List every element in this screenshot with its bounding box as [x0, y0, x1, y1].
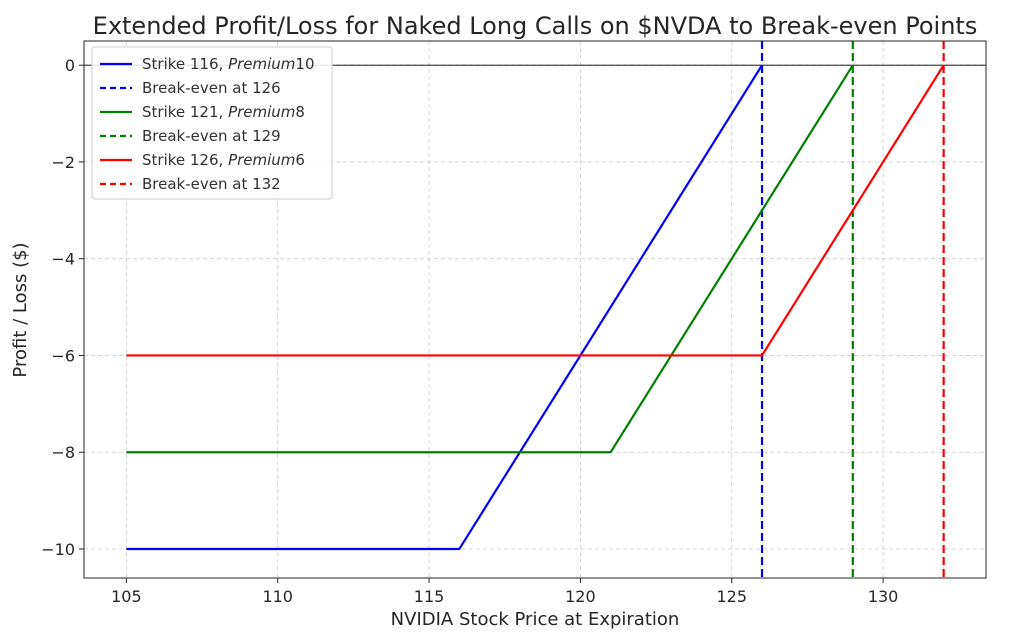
x-tick-label: 130 — [868, 587, 899, 606]
legend-entry-4: Strike 126, Premium6 — [142, 151, 305, 169]
legend: Strike 116, Premium10 Break-even at 126 St… — [91, 46, 333, 200]
chart-title: Extended Profit/Loss for Naked Long Call… — [93, 12, 978, 40]
legend-entry-1: Break-even at 126 — [142, 79, 281, 97]
x-tick-label: 120 — [565, 587, 596, 606]
series-layer — [126, 41, 945, 578]
legend-entry-2: Strike 121, Premium8 — [142, 103, 305, 121]
plot-frame — [83, 40, 987, 579]
y-axis-label: Profit / Loss ($) — [10, 242, 31, 377]
legend-box — [91, 46, 333, 200]
x-tick-label: 110 — [262, 587, 293, 606]
legend-entry-3: Break-even at 129 — [142, 127, 281, 145]
x-tick-label: 105 — [111, 587, 142, 606]
legend-entry-5: Break-even at 132 — [142, 175, 281, 193]
x-tick-label: 115 — [414, 587, 445, 606]
axis-ticks: 105 110 115 120 125 130 0 −2 −4 −6 −8 −10 — [41, 56, 898, 606]
y-tick-label: −4 — [51, 250, 75, 269]
legend-entry-0: Strike 116, Premium10 — [142, 55, 315, 73]
payoff-line-4 — [126, 64, 945, 357]
y-tick-label: −10 — [41, 540, 75, 559]
y-tick-label: −6 — [51, 346, 75, 365]
y-tick-label: 0 — [65, 56, 75, 75]
payoff-line-0 — [126, 64, 763, 551]
x-tick-label: 125 — [716, 587, 747, 606]
y-tick-label: −2 — [51, 153, 75, 172]
payoff-line-2 — [126, 64, 854, 454]
y-tick-label: −8 — [51, 443, 75, 462]
x-axis-label: NVIDIA Stock Price at Expiration — [391, 609, 680, 630]
